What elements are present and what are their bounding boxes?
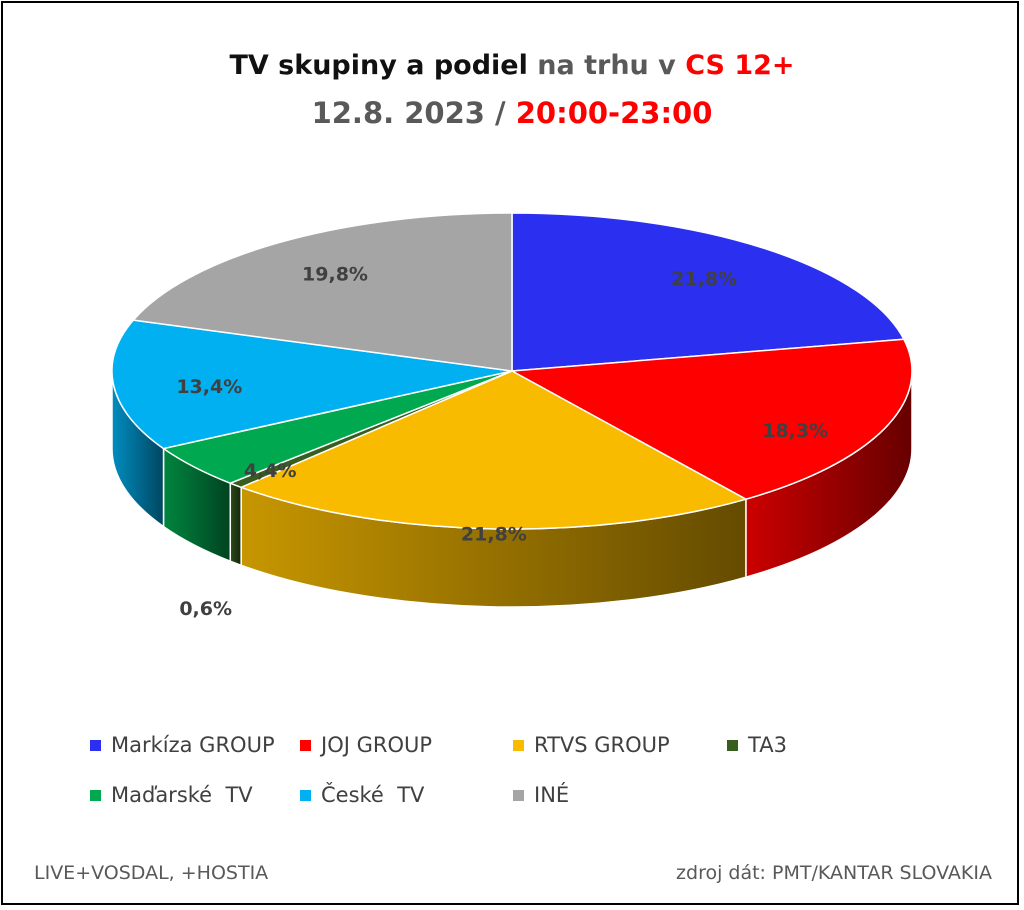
legend-swatch: [513, 790, 524, 801]
pie-slice-joj-group: [509, 338, 913, 500]
footer-source: zdroj dát: PMT/KANTAR SLOVAKIA: [676, 862, 992, 884]
legend-swatch: [727, 740, 738, 751]
legend-label: RTVS GROUP: [534, 733, 670, 757]
title-part-1: TV skupiny a podiel: [229, 50, 528, 81]
pie-slice-ceske-tv: [111, 319, 513, 450]
data-label-ceske-tv: 13,4%: [176, 376, 242, 398]
subtitle-date: 12.8. 2023 /: [311, 96, 516, 130]
legend-item-madarske-tv: Maďarské TV: [90, 783, 253, 807]
legend-label: Markíza GROUP: [111, 733, 275, 757]
chart-subtitle: 12.8. 2023 / 20:00-23:00: [0, 96, 1024, 130]
legend-item-ta3: TA3: [727, 733, 787, 757]
legend-swatch: [90, 740, 101, 751]
legend-item-ine: INÉ: [513, 783, 569, 807]
legend-item-joj-group: JOJ GROUP: [300, 733, 432, 757]
pie-side-ta3: [229, 482, 242, 567]
data-label-joj-group: 18,3%: [762, 420, 828, 442]
legend-item-ceske-tv: České TV: [300, 783, 424, 807]
legend-swatch: [300, 790, 311, 801]
pie-slice-markiza-group: [511, 212, 906, 372]
legend-swatch: [300, 740, 311, 751]
legend-label: INÉ: [534, 783, 570, 807]
legend-label: TA3: [748, 733, 787, 757]
legend-label: JOJ GROUP: [321, 733, 433, 757]
subtitle-time: 20:00-23:00: [515, 96, 713, 130]
title-part-3: CS 12+: [685, 50, 795, 81]
data-label-madarske-tv: 4,4%: [244, 460, 297, 482]
pie-slice-rtvs-group: [239, 370, 748, 530]
pie-slice-ine: [131, 212, 513, 372]
data-label-ine: 19,8%: [302, 263, 368, 285]
legend-swatch: [90, 790, 101, 801]
data-label-ta3: 0,6%: [179, 598, 232, 620]
legend-item-markiza-group: Markíza GROUP: [90, 733, 275, 757]
chart-title: TV skupiny a podiel na trhu v CS 12+: [0, 50, 1024, 81]
legend-label: Maďarské TV: [111, 783, 253, 807]
title-part-2: na trhu v: [527, 50, 686, 81]
data-label-markiza-group: 21,8%: [671, 268, 737, 290]
footer-note: LIVE+VOSDAL, +HOSTIA: [34, 862, 269, 884]
legend-label: České TV: [321, 783, 425, 807]
data-label-rtvs-group: 21,8%: [461, 524, 527, 546]
legend-swatch: [513, 740, 524, 751]
legend-item-rtvs-group: RTVS GROUP: [513, 733, 670, 757]
